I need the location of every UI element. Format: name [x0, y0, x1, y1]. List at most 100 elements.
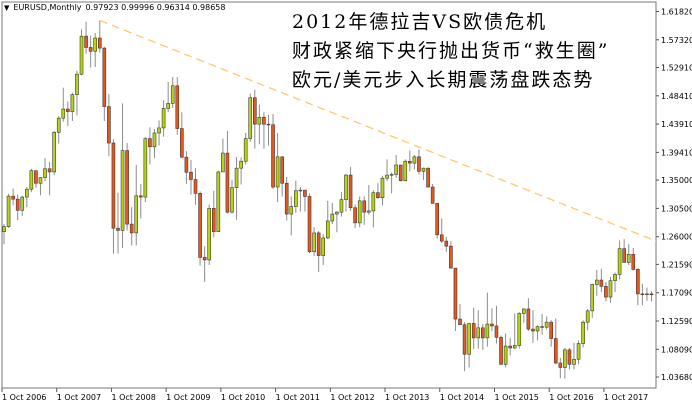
candle: [107, 93, 111, 157]
symbol-label: EURUSD,Monthly: [13, 3, 82, 12]
candle: [640, 283, 645, 306]
candle: [184, 151, 189, 184]
candle-body-bear: [458, 318, 462, 325]
candle: [166, 82, 170, 113]
candle: [234, 156, 239, 220]
x-tick-label: 1 Oct 2010: [221, 393, 265, 402]
candle: [435, 202, 440, 239]
candle: [517, 312, 522, 349]
annotation-text: 2012年德拉吉VS欧债危机 财政紧缩下央行抛出货币“救生圈” 欧元/美元步入长…: [292, 8, 609, 95]
y-tick-label: 1.26000: [661, 233, 692, 242]
triangle-down-icon[interactable]: ▼: [4, 4, 10, 12]
candle-body-bull: [385, 174, 389, 179]
candle-body-bull: [143, 138, 148, 198]
candle-body-bear: [348, 174, 353, 209]
candle-body-bull: [24, 188, 29, 198]
candle: [412, 154, 417, 170]
y-tick-label: 1.03680: [661, 373, 692, 382]
candle-body-bull: [239, 160, 243, 169]
candle: [617, 240, 622, 280]
candle: [84, 21, 88, 54]
candle: [494, 305, 499, 344]
candle: [253, 89, 257, 149]
candle-body-bear: [640, 293, 645, 295]
candle-body-bear: [599, 279, 604, 287]
candle-body-bull: [357, 200, 362, 224]
candle: [572, 342, 576, 370]
y-tick-label: 1.12590: [661, 317, 692, 326]
candle-body-bear: [636, 269, 640, 295]
candle-body-bull: [563, 349, 567, 368]
x-tick-label: 1 Oct 2007: [57, 393, 101, 402]
x-tick-label: 1 Oct 2008: [111, 393, 155, 402]
candle: [266, 114, 271, 146]
candle-body-bear: [34, 170, 38, 184]
candle-body-bear: [417, 156, 421, 172]
candle-body-bear: [558, 362, 563, 368]
candle-body-bull: [29, 170, 34, 190]
candle: [43, 158, 47, 182]
candle-body-bear: [148, 138, 152, 148]
candle: [649, 291, 654, 302]
candle: [257, 104, 262, 145]
candle-body-bear: [439, 234, 444, 242]
candle: [362, 196, 367, 225]
candle-body-bear: [225, 152, 230, 213]
x-tick-label: 1 Oct 2017: [604, 393, 648, 402]
y-tick-label: 1.52910: [661, 64, 692, 73]
candle: [449, 241, 453, 269]
candle-body-bull: [576, 343, 581, 360]
y-tick-label: 1.21590: [661, 260, 692, 269]
candle-body-bear: [97, 37, 102, 49]
y-tick-label: 1.30500: [661, 204, 692, 213]
candle: [52, 131, 56, 176]
candle-body-bear: [88, 47, 93, 52]
candles-layer: [2, 20, 654, 379]
candle: [467, 323, 471, 368]
candle-body-bear: [462, 324, 467, 355]
candle: [102, 46, 107, 122]
candle: [143, 137, 148, 203]
candle-body-bear: [398, 164, 403, 182]
candle: [590, 283, 595, 318]
candle: [417, 149, 421, 175]
candle-body-bull: [248, 97, 253, 139]
x-tick-label: 1 Oct 2006: [2, 393, 46, 402]
candle: [198, 191, 202, 266]
candle-body-bull: [380, 177, 385, 199]
candle: [75, 70, 79, 116]
candle-body-bear: [353, 207, 357, 224]
candle: [462, 322, 467, 372]
candle: [321, 234, 326, 265]
candle-body-bull: [467, 323, 471, 355]
candle-body-bear: [116, 227, 120, 231]
candle-body-bull: [56, 117, 61, 133]
candle: [202, 246, 207, 282]
candle-body-bull: [522, 308, 526, 314]
candle: [24, 187, 29, 208]
candle-body-bull: [134, 195, 139, 234]
candle-body-bull: [608, 280, 613, 298]
candle-body-bear: [253, 97, 257, 125]
candle: [558, 358, 563, 379]
candle: [458, 303, 462, 325]
candle: [626, 244, 631, 265]
candle: [499, 335, 503, 365]
candle: [230, 180, 234, 214]
candle-body-bear: [198, 193, 202, 258]
candle: [540, 314, 544, 335]
candle-body-bear: [280, 156, 284, 184]
trendline[interactable]: [99, 19, 657, 242]
candle-body-bear: [631, 253, 636, 270]
candle: [20, 195, 25, 216]
candle-body-bull: [243, 138, 248, 162]
candle-body-bear: [622, 248, 626, 263]
candle: [631, 248, 636, 271]
candle: [316, 231, 321, 272]
candle-body-bull: [366, 210, 371, 213]
candle: [111, 139, 116, 254]
candle-body-bull: [594, 279, 599, 285]
y-tick-label: 1.48410: [661, 92, 692, 101]
candle-body-bear: [107, 106, 111, 144]
candle: [485, 292, 490, 347]
